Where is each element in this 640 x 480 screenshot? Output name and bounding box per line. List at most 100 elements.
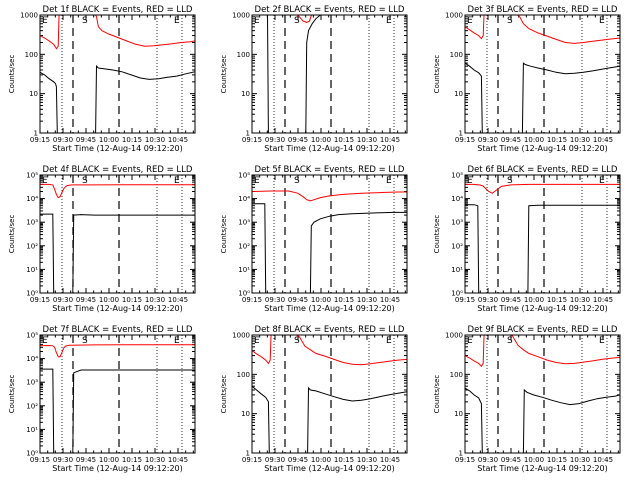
y-tick-label: 1000: [445, 12, 463, 20]
x-tick-label: 10:15: [122, 136, 142, 144]
x-axis-label: Start Time (12-Aug-14 09:12:20): [52, 304, 183, 313]
y-tick-label: 10⁵: [451, 172, 463, 180]
x-axis-label: Start Time (12-Aug-14 09:12:20): [264, 464, 395, 473]
event-marker-s: S: [82, 16, 88, 26]
x-tick-label: 10:15: [547, 456, 567, 464]
y-tick-label: 1000: [232, 332, 250, 340]
y-tick-label: 10: [454, 410, 463, 418]
events-series-line: [465, 204, 620, 293]
panel-title: Det 5f BLACK = Events, RED = LLD: [255, 165, 405, 175]
y-tick-label: 10²: [238, 242, 250, 250]
event-marker-e: E: [467, 16, 473, 26]
event-marker-s: S: [507, 16, 513, 26]
x-tick-label: 10:45: [168, 136, 188, 144]
plot-frame: [39, 174, 196, 294]
x-tick-label: 10:15: [122, 456, 142, 464]
y-tick-label: 1: [246, 130, 250, 138]
y-axis-label: Counts/sec: [220, 55, 228, 94]
y-tick-label: 10¹: [451, 266, 463, 274]
y-tick-label: 10: [29, 90, 38, 98]
x-tick-label: 10:30: [357, 136, 377, 144]
event-marker-e: E: [42, 16, 48, 26]
x-tick-label: 09:30: [265, 456, 285, 464]
x-tick-label: 09:15: [242, 296, 262, 304]
event-marker-e: E: [174, 336, 180, 346]
y-tick-label: 100: [25, 51, 38, 59]
panel-6f: Det 6f BLACK = Events, RED = LLD 10⁰ 10¹ 10…: [433, 165, 621, 313]
x-axis-label: Start Time (12-Aug-14 09:12:20): [52, 464, 183, 473]
y-tick-label: 100: [450, 371, 463, 379]
panel-title: Det 7f BLACK = Events, RED = LLD: [43, 325, 193, 335]
x-tick-label: 10:30: [145, 136, 165, 144]
events-series-line: [465, 62, 620, 133]
panel-1f: Det 1f BLACK = Events, RED = LLD 1 10 100 10…: [8, 5, 196, 153]
event-marker-e: E: [254, 176, 260, 186]
x-tick-label: 10:30: [145, 456, 165, 464]
events-series-line: [40, 368, 195, 453]
y-tick-label: 10²: [451, 242, 463, 250]
y-tick-label: 10: [241, 410, 250, 418]
x-tick-label: 10:30: [570, 296, 590, 304]
panel-title: Det 3f BLACK = Events, RED = LLD: [468, 5, 618, 15]
event-marker-e: E: [174, 176, 180, 186]
y-axis-label: Counts/sec: [220, 375, 228, 414]
panel-2f: Det 2f BLACK = Events, RED = LLD 1 10 100 10…: [220, 5, 408, 153]
x-axis-label: Start Time (12-Aug-14 09:12:20): [477, 464, 608, 473]
panel-4f: Det 4f BLACK = Events, RED = LLD 10⁰ 10¹ 10…: [8, 165, 196, 313]
x-tick-label: 10:15: [122, 296, 142, 304]
y-axis-label: Counts/sec: [433, 55, 441, 94]
y-tick-label: 10¹: [238, 266, 250, 274]
y-tick-label: 10⁰: [451, 290, 463, 298]
x-tick-label: 09:30: [478, 296, 498, 304]
lld-series-line: [465, 183, 620, 194]
y-tick-label: 1: [459, 450, 463, 458]
x-axis-label: Start Time (12-Aug-14 09:12:20): [477, 144, 608, 153]
x-tick-label: 09:45: [288, 456, 308, 464]
y-axis-label: Counts/sec: [220, 215, 228, 254]
y-axis-label: Counts/sec: [433, 375, 441, 414]
x-tick-label: 10:00: [99, 296, 119, 304]
y-tick-label: 1000: [20, 12, 38, 20]
y-tick-label: 10¹: [26, 426, 38, 434]
y-tick-label: 10⁰: [238, 290, 250, 298]
events-series-line: [252, 203, 407, 293]
y-tick-label: 10⁵: [26, 172, 38, 180]
panel-3f: Det 3f BLACK = Events, RED = LLD 1 10 100 10…: [433, 5, 621, 153]
x-tick-label: 10:00: [311, 136, 331, 144]
x-tick-label: 10:30: [357, 456, 377, 464]
x-axis-label: Start Time (12-Aug-14 09:12:20): [264, 144, 395, 153]
event-marker-e: E: [174, 16, 180, 26]
x-tick-label: 10:15: [547, 136, 567, 144]
y-tick-label: 1000: [232, 12, 250, 20]
y-tick-label: 100: [237, 371, 250, 379]
y-tick-label: 10³: [26, 379, 38, 387]
x-tick-label: 09:45: [288, 296, 308, 304]
x-tick-label: 09:45: [501, 456, 521, 464]
y-tick-label: 10¹: [26, 266, 38, 274]
y-tick-label: 10: [241, 90, 250, 98]
lld-series-line: [40, 15, 195, 50]
panel-title: Det 6f BLACK = Events, RED = LLD: [468, 165, 618, 175]
x-tick-label: 10:30: [570, 456, 590, 464]
lld-series-line: [252, 190, 407, 202]
y-tick-label: 10³: [238, 219, 250, 227]
x-axis-label: Start Time (12-Aug-14 09:12:20): [477, 304, 608, 313]
x-tick-label: 10:15: [334, 456, 354, 464]
x-tick-label: 09:45: [288, 136, 308, 144]
y-tick-label: 10⁴: [451, 195, 463, 203]
x-tick-label: 09:15: [242, 136, 262, 144]
panel-title: Det 2f BLACK = Events, RED = LLD: [255, 5, 405, 15]
y-axis-label: Counts/sec: [8, 215, 16, 254]
event-marker-e: E: [467, 176, 473, 186]
plot-frame: [464, 174, 621, 294]
plot-frame: [464, 14, 621, 134]
y-axis-label: Counts/sec: [8, 55, 16, 94]
y-tick-label: 10: [454, 90, 463, 98]
x-tick-label: 10:00: [524, 456, 544, 464]
event-marker-s: S: [294, 336, 300, 346]
event-marker-s: S: [294, 176, 300, 186]
event-marker-s: S: [507, 176, 513, 186]
event-marker-e: E: [599, 176, 605, 186]
event-marker-e: E: [599, 16, 605, 26]
